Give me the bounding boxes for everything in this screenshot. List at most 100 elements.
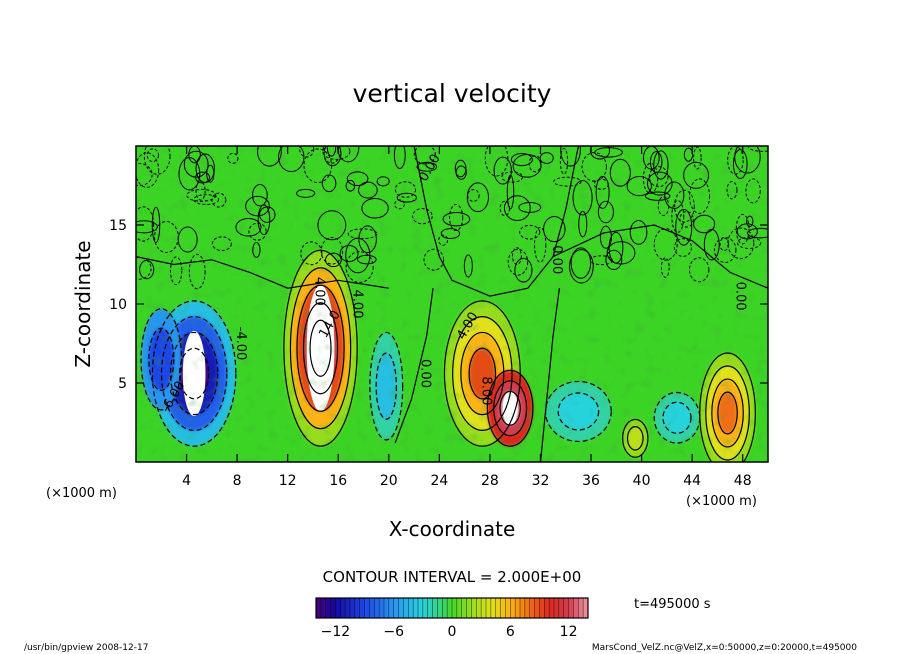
contour-line-9-1 [148,327,175,392]
contour-line-0-1 [160,316,228,431]
small-contour [449,204,464,232]
small-contour [519,224,541,240]
small-contour [703,228,720,261]
small-contour [413,146,436,165]
contour-line-1-3 [302,302,339,395]
small-contour [183,150,209,178]
small-contour [248,222,267,241]
colorbar-cell [583,598,589,618]
contour-line-wave-3 [394,288,434,444]
small-contour [440,228,461,240]
contour-line-4-1 [493,380,528,437]
colorbar-cell [330,598,336,618]
y-tick-label: 10 [109,297,127,313]
colorbar-cell [568,598,574,618]
small-contour [570,247,592,279]
contour-line-wave-0 [413,146,579,297]
small-contour [510,152,533,167]
colorbar-tick-label: 12 [560,624,578,640]
colorbar-tick-label: −12 [321,624,351,640]
colorbar-cell [505,598,511,618]
small-contour [511,247,522,265]
colorbar-cell [471,598,477,618]
colorbar-cell [500,598,506,618]
contour-line-3-2 [460,331,505,416]
small-contour [653,228,678,261]
small-contour [560,146,581,167]
small-contour [693,214,716,234]
x-tick-label: 16 [329,473,347,489]
time-label: t=495000 s [634,597,711,612]
colorbar-cell [403,598,409,618]
small-contour [361,197,389,219]
x-tick-label: 36 [582,473,600,489]
x-tick-label: 24 [430,473,448,489]
small-contour [553,176,582,187]
colorbar-cell [578,598,584,618]
small-contour [396,192,417,203]
colorbar-cell [388,598,395,618]
small-contour [211,236,232,252]
colorbar-cell [490,598,497,618]
contour-label: 0.00 [418,359,433,388]
small-contour [507,248,529,276]
small-contour [326,146,337,157]
colorbar-cell [510,598,516,618]
small-contour [257,204,271,236]
small-contour [660,257,670,278]
x-tick-label: 4 [182,473,191,489]
contour-line-0-3 [179,347,210,400]
small-contour [514,257,533,283]
colorbar [315,597,589,619]
small-contour [679,211,694,228]
small-contour [227,152,239,164]
small-contour [143,146,171,175]
small-contour [572,180,593,216]
contour-line-wave-1 [136,256,389,289]
small-contour [605,249,623,271]
small-contour [683,147,694,162]
small-contour [689,178,711,214]
colorbar-cell [350,598,356,618]
small-contour [543,216,566,243]
colorbar-cell [558,598,565,618]
small-contour [376,176,390,187]
small-contour [195,171,211,184]
small-contour [589,255,613,266]
small-contour [186,188,217,202]
colorbar-cell [544,598,550,618]
small-contour [581,152,607,182]
small-contour [745,178,761,204]
contour-line-2-1 [375,352,397,420]
small-contour [136,152,160,188]
small-contour [358,225,377,254]
small-contour [493,156,512,185]
colorbar-cell [437,598,443,618]
colorbar-cell [495,598,501,618]
plot-area: -6.00-4.004.0014.04.000.004.008.000.000.… [136,146,768,462]
colorbar-cell [554,598,560,618]
small-contour [594,147,623,158]
colorbar-cell [325,598,331,618]
contour-line-wave-2 [552,224,768,289]
y-tick-label: 15 [109,218,127,234]
small-contour [664,181,685,209]
x-tick-label: 28 [481,473,499,489]
small-contour [726,180,738,200]
small-contour [394,199,405,210]
small-contour [484,146,509,177]
colorbar-cell [384,598,390,618]
small-contour [423,248,445,271]
small-contour [735,213,750,245]
small-contour [245,195,270,217]
contour-line-1-1 [289,267,352,430]
contour-line-8-1 [705,365,750,461]
small-contour [454,159,467,178]
colorbar-cell [481,598,487,618]
small-contour [503,195,531,222]
x-tick-label: 44 [683,473,701,489]
colorbar-cell [364,598,370,618]
colorbar-cell [374,598,380,618]
colorbar-cell [456,598,463,618]
colorbar-cell [379,598,385,618]
